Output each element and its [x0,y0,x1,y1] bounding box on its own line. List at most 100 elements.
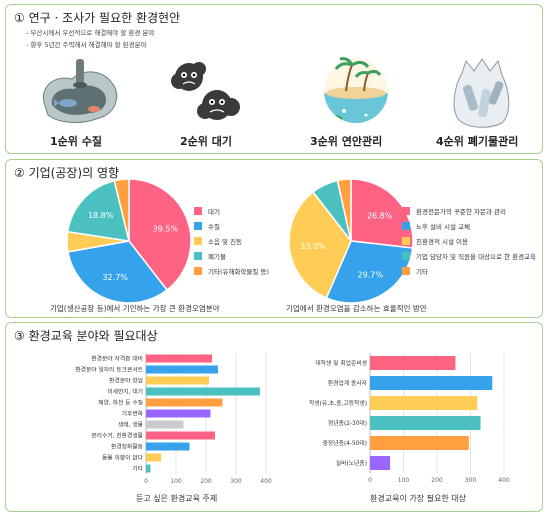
bar2-category-label-4: 중장년층(4-50대) [323,439,367,447]
plastic-waste-bag-illustration [453,58,510,128]
pie1-legend-label-4: 기타(유해화학물질 등) [208,267,269,276]
pie2-legend-item-2: 친환경적 시설 이용 [402,233,536,248]
bar1-bar-10 [146,464,151,473]
section1-title: ① 연구 · 조사가 필요한 환경현안 [14,11,181,25]
bar1-category-label-7: 분리수거, 친환경생활 [91,432,143,440]
pie1-legend-label-0: 대기 [208,207,220,216]
pie2-slice-4 [336,178,352,242]
bar1-bar-8 [146,442,190,451]
coastal-island-illustration [324,57,388,123]
pie2-caption: 기업에서 환경오염을 감소하는 효율적인 방안 [286,304,427,313]
pie1-slice-0 [128,178,192,292]
pie1-legend-item-0: 대기 [194,203,269,218]
bar1-tick-label-0: 0 [144,478,148,485]
pie2-legend-label-4: 기타 [416,267,428,276]
bar1-caption: 듣고 싶은 환경교육 주제 [136,494,218,503]
bar2-tick-label-1: 100 [398,477,410,484]
pie1-legend-swatch-4 [194,266,202,275]
pie2-value-label-1: 29.7% [358,270,384,279]
pie1-value-label-1: 32.7% [102,273,128,282]
bar1-bar-9 [146,453,161,462]
rank-1-label: 1순위 수질 [50,135,102,148]
bar2-bar-1 [370,376,493,390]
bar2-tick-label-0: 0 [368,477,372,484]
pie1-legend-swatch-0 [194,206,202,215]
bar1-bar-2 [146,376,209,385]
pie2-legend-item-0: 환경전문가의 꾸준한 자문과 관리 [402,203,536,218]
bar1-tick-label-4: 400 [260,478,272,485]
pie2-legend-label-3: 기업 담당자 및 직원을 대상으로 한 환경교육 [416,252,537,261]
bar2-bar-2 [370,396,478,410]
pie1-value-label-3: 18.8% [88,211,114,220]
pie2-slice-2 [288,190,352,299]
bar2-bar-5 [370,456,391,470]
pie1-legend-swatch-2 [194,236,202,245]
bar2-bar-4 [370,436,469,450]
pie-chart-pollution-sources: 39.5% 32.7% 18.8% [66,178,192,304]
bar1-category-label-3: 미세먼지, 대기 [107,388,143,396]
panel-environment-issues: ① 연구 · 조사가 필요한 환경현안 - 부산시에서 우선적으로 해결해야 할… [5,4,543,154]
bar2-tick-label-2: 200 [431,477,443,484]
bar2-category-label-2: 학생(유,초,중,고등학생) [309,399,367,407]
pie1-legend-swatch-3 [194,251,202,260]
pie2-legend-swatch-0 [402,206,410,215]
pie2-legend-swatch-3 [402,251,410,260]
bar1-tick-label-1: 100 [170,478,182,485]
pie2-value-label-0: 26.8% [367,211,393,220]
pie1-slice-1 [67,240,169,304]
bar1-bar-7 [146,431,215,440]
pie1-slice-3 [66,179,130,242]
pie2-legend-swatch-2 [402,236,410,245]
pie1-slice-4 [113,178,130,242]
pie1-legend-swatch-1 [194,221,202,230]
pie1-legend-label-3: 폐기물 [208,252,226,261]
pie2-legend-swatch-4 [402,266,410,275]
bar2-caption: 환경교육이 가장 필요한 대상 [370,494,466,503]
pie2-legend-item-4: 기타 [402,263,536,278]
pie2-legend-item-3: 기업 담당자 및 직원을 대상으로 한 환경교육 [402,248,536,263]
bar2-tick-label-3: 300 [465,477,477,484]
bar1-category-label-4: 해양, 하천 등 수질 [98,399,143,407]
bar1-category-label-5: 기후변화 [122,410,144,418]
bar1-category-label-6: 생태, 생물 [118,421,144,429]
bar1-tick-label-2: 200 [200,478,212,485]
pie2-legend-label-1: 노후 설비 시설 교체 [416,222,471,231]
pie1-caption: 기업(생산공장 등)에서 기인하는 가장 큰 환경오염분야 [50,304,220,313]
bar2-tick-label-4: 400 [498,477,510,484]
rank-2-label: 2순위 대기 [180,135,232,148]
pie-chart-reduction-methods: 26.8% 29.7% 33.0% [288,178,414,304]
pie1-value-label-0: 39.5% [153,225,179,234]
bar1-bar-0 [146,354,212,363]
pie2-slice-1 [325,240,414,304]
polluted-water-illustration [42,59,118,123]
smog-illustration [171,62,240,120]
rank-3-label: 3순위 연안관리 [310,135,383,148]
bar1-category-label-0: 환경분야 자격증 대비 [91,355,143,363]
section3-title: ③ 환경교육 분야와 필요대상 [14,329,158,343]
panel-environment-education: ③ 환경교육 분야와 필요대상 0 100 200 300 400 환경분야 자격증 대비… [5,322,543,512]
bar2-category-label-5: 실버(노년층) [336,459,367,467]
pie1-legend-item-2: 소음 및 진동 [194,233,269,248]
bar2-category-label-0: 대학생 및 취업준비생 [315,359,367,367]
bar1-category-label-8: 환경정화활동 [111,443,144,451]
bar1-bar-3 [146,387,260,396]
bar1-bar-5 [146,409,211,418]
rank-4-label: 4순위 폐기물관리 [436,135,519,148]
bar1-bar-4 [146,398,223,407]
bar1-bar-6 [146,420,184,429]
bar2-bar-0 [370,356,456,370]
pie2-legend-label-2: 친환경적 시설 이용 [416,237,468,246]
bar2-bar-3 [370,416,481,430]
bar1-tick-label-3: 300 [230,478,242,485]
bar1-category-label-1: 환경분야 일자리 토크콘서트 [75,366,143,374]
section2-title: ② 기업(공장)의 영향 [14,166,120,180]
section1-bullet-1: - 부산시에서 우선적으로 해결해야 할 환경 분야 [26,29,155,37]
bar2-category-label-1: 환경업계 종사자 [328,379,368,387]
pie1-legend-label-1: 수질 [208,222,220,231]
bar1-category-label-2: 환경분야 창업 [109,377,143,385]
bar2-category-label-3: 청년층(2-30대) [328,419,367,427]
